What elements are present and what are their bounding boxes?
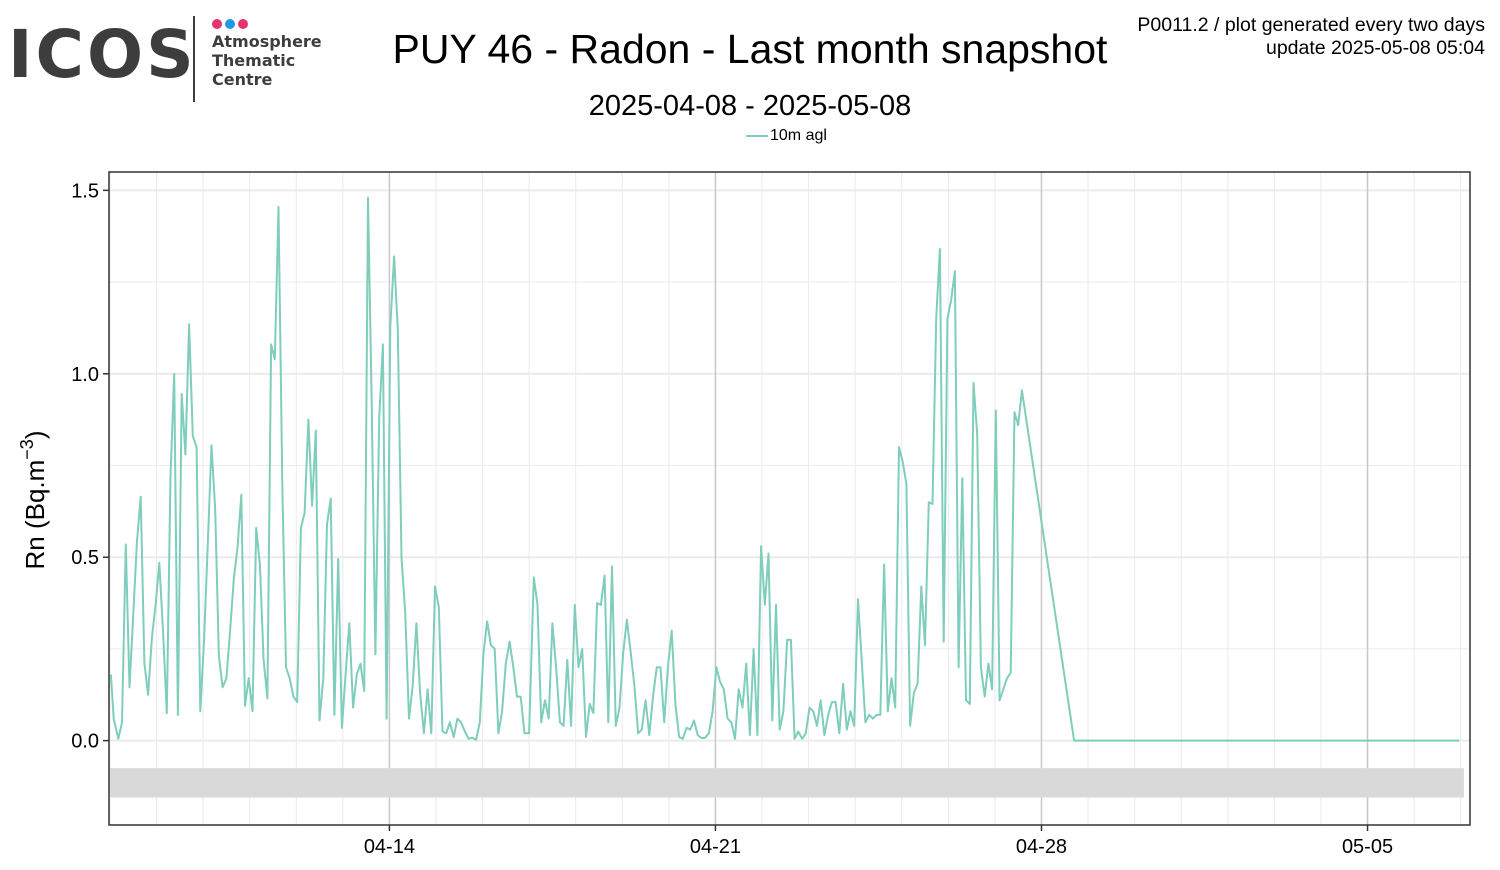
y-label-close: ) — [20, 430, 50, 439]
x-tick-label: 05-05 — [1342, 836, 1393, 858]
x-tick-label: 04-14 — [364, 836, 415, 858]
update-timestamp: update 2025-05-08 05:04 — [1265, 37, 1485, 59]
logo-separator — [193, 16, 195, 102]
chart-title: PUY 46 - Radon - Last month snapshot — [392, 26, 1108, 72]
generation-note: P0011.2 / plot generated every two days — [1137, 14, 1485, 36]
legend-swatch — [746, 135, 768, 137]
series-line-10m-agl — [109, 196, 1460, 742]
y-tick-label: 1.0 — [71, 364, 99, 386]
chart-subtitle: 2025-04-08 - 2025-05-08 — [588, 90, 912, 122]
minor-gridlines — [109, 172, 1470, 825]
logo-line-3: Centre — [212, 70, 273, 89]
y-label-sup: −3 — [17, 439, 37, 460]
y-tick-label: 0.0 — [71, 731, 99, 753]
x-tick-label: 04-21 — [690, 836, 741, 858]
grey-band — [109, 768, 1464, 798]
chart-header: ICOS Atmosphere Thematic Centre PUY 46 -… — [0, 0, 1500, 160]
y-tick-label: 1.5 — [71, 180, 99, 202]
logo-line-2: Thematic — [212, 51, 296, 70]
y-axis: 0.0 0.5 1.0 1.5 — [71, 180, 109, 753]
logo-dot-2 — [225, 19, 235, 29]
generation-info: P0011.2 / plot generated every two days … — [1137, 14, 1485, 60]
logo-line-1: Atmosphere — [212, 32, 322, 51]
plot-border — [108, 171, 1471, 826]
x-axis: 04-14 04-21 04-28 05-05 — [364, 825, 1393, 858]
logo-text: Atmosphere Thematic Centre — [212, 32, 322, 89]
logo-dot-3 — [238, 19, 248, 29]
y-axis-label: Rn (Bq.m−3) — [17, 430, 50, 569]
legend-label: 10m agl — [770, 127, 827, 144]
chart-legend: 10m agl — [746, 127, 827, 145]
logo-dot-1 — [212, 19, 222, 29]
y-tick-label: 0.5 — [71, 547, 99, 569]
logo-dots-icon — [212, 16, 251, 29]
plot-panel — [109, 172, 1470, 825]
icos-logo-word: ICOS — [8, 16, 197, 93]
y-label-base: Rn (Bq.m — [20, 460, 50, 570]
x-tick-label: 04-28 — [1016, 836, 1067, 858]
